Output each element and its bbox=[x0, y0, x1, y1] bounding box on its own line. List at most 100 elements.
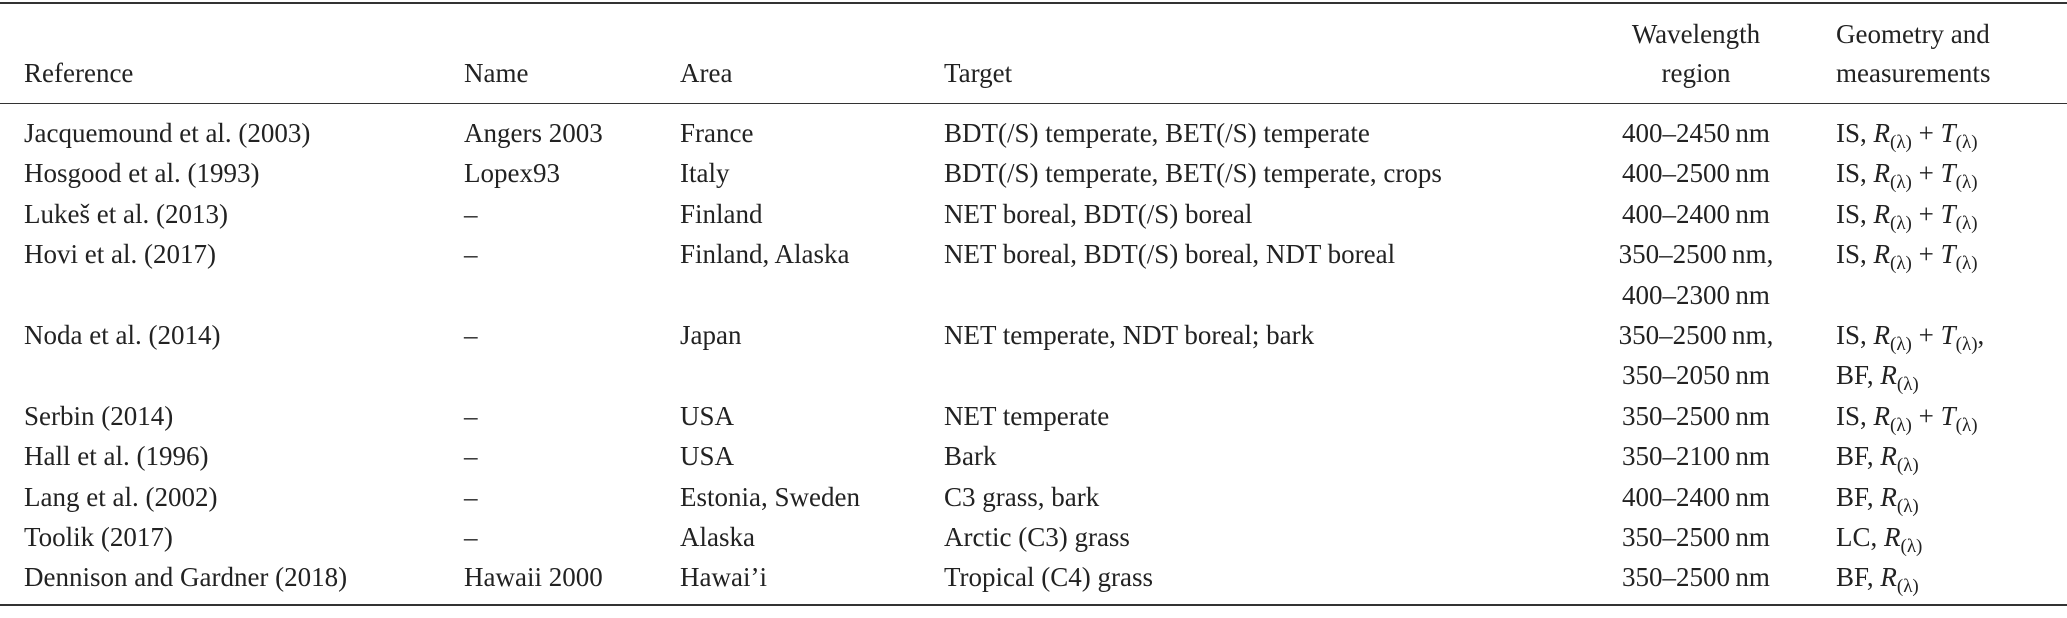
table-row: Noda et al. (2014) – Japan NET temperate, N… bbox=[0, 315, 2067, 396]
table-cell: 350–2500 nm, 400–2300 nm bbox=[1596, 234, 1796, 315]
table-cell: Tropical (C4) grass bbox=[944, 562, 1153, 593]
column-header: Target bbox=[944, 3, 1596, 104]
table-row: Hovi et al. (2017) – Finland, Alaska NET bo… bbox=[0, 234, 2067, 315]
table-cell: BF, R(λ) bbox=[1796, 477, 2067, 517]
table-cell: 400–2400 nm bbox=[1596, 194, 1796, 234]
table-cell: Bark bbox=[944, 441, 997, 472]
table-cell: NET boreal, BDT(/S) boreal, NDT boreal bbox=[944, 239, 1396, 270]
table-cell: – bbox=[464, 522, 478, 553]
table-cell: 400–2500 nm bbox=[1596, 153, 1796, 193]
cell-line: 350–2050 nm bbox=[1622, 360, 1770, 391]
table-cell: BF, R(λ) bbox=[1796, 557, 2067, 604]
table-cell: – bbox=[464, 320, 478, 351]
table-body: Jacquemound et al. (2003) Angers 2003 Fran… bbox=[0, 104, 2067, 605]
cell-line: 400–2300 nm bbox=[1622, 279, 1770, 310]
table-cell: Finland bbox=[680, 198, 763, 229]
table-row: Hosgood et al. (1993) Lopex93 Italy BDT(/S)… bbox=[0, 153, 2067, 193]
cell-line: 350–2500 nm, bbox=[1618, 239, 1774, 270]
table-row: Toolik (2017) – Alaska Arctic (C3) grass 350… bbox=[0, 517, 2067, 557]
table-cell: Arctic (C3) grass bbox=[944, 522, 1130, 553]
cell-line: IS, R(λ) + T(λ), bbox=[1836, 320, 1985, 356]
table-cell: Noda et al. (2014) bbox=[24, 320, 221, 351]
table-cell: Finland, Alaska bbox=[680, 239, 850, 270]
table-cell: NET temperate, NDT boreal; bark bbox=[944, 320, 1315, 351]
cell-line: 400–2400 nm bbox=[1622, 198, 1770, 229]
cell-line: IS, R(λ) + T(λ) bbox=[1836, 198, 1978, 234]
cell-line: measurements bbox=[1836, 58, 1991, 88]
table-cell: 350–2500 nm bbox=[1596, 396, 1796, 436]
table-cell: Toolik (2017) bbox=[24, 522, 173, 553]
table-cell: Dennison and Gardner (2018) bbox=[24, 562, 348, 593]
table-cell: IS, R(λ) + T(λ), BF, R(λ) bbox=[1796, 315, 2067, 396]
table-cell: Alaska bbox=[680, 522, 755, 553]
table-cell: – bbox=[464, 441, 478, 472]
table-row: Lukeš et al. (2013) – Finland NET boreal, B… bbox=[0, 194, 2067, 234]
table-cell: BDT(/S) temperate, BET(/S) temperate, cr… bbox=[944, 158, 1442, 189]
table-cell: LC, R(λ) bbox=[1796, 517, 2067, 557]
column-header: Name bbox=[464, 3, 680, 104]
cell-line: 350–2500 nm bbox=[1622, 562, 1770, 593]
cell-line: Wavelength bbox=[1631, 19, 1761, 49]
table-cell: Hawaii 2000 bbox=[464, 562, 603, 593]
table-cell: Jacquemound et al. (2003) bbox=[24, 118, 311, 148]
table-cell: Lang et al. (2002) bbox=[24, 481, 218, 512]
data-table: Reference Name Area Target Wavelength region G… bbox=[0, 2, 2067, 606]
cell-line: region bbox=[1661, 58, 1731, 88]
table-cell: – bbox=[464, 239, 478, 270]
table-cell: NET temperate bbox=[944, 400, 1110, 431]
cell-line: BF, R(λ) bbox=[1836, 562, 1919, 598]
table-cell: 400–2400 nm bbox=[1596, 477, 1796, 517]
table-cell: Hosgood et al. (1993) bbox=[24, 158, 260, 189]
column-header: Area bbox=[680, 3, 944, 104]
table-row: Dennison and Gardner (2018) Hawaii 2000 Ha… bbox=[0, 557, 2067, 604]
cell-line: LC, R(λ) bbox=[1836, 522, 1923, 558]
table-cell: – bbox=[464, 481, 478, 512]
table-cell: 350–2500 nm, 350–2050 nm bbox=[1596, 315, 1796, 396]
cell-line: 350–2500 nm, bbox=[1618, 320, 1774, 351]
cell-line: BF, R(λ) bbox=[1836, 360, 1919, 396]
table-cell: C3 grass, bark bbox=[944, 481, 1100, 512]
table-cell: IS, R(λ) + T(λ) bbox=[1796, 104, 2067, 154]
table-cell: Angers 2003 bbox=[464, 118, 603, 148]
cell-line: 400–2400 nm bbox=[1622, 481, 1770, 512]
cell-line: Geometry and bbox=[1836, 19, 1990, 49]
table-row: Serbin (2014) – USA NET temperate 350–2500 n… bbox=[0, 396, 2067, 436]
cell-line: IS, R(λ) + T(λ) bbox=[1836, 400, 1978, 436]
table-cell: – bbox=[464, 400, 478, 431]
header-row: Reference Name Area Target Wavelength region G… bbox=[0, 3, 2067, 104]
table-cell: Hall et al. (1996) bbox=[24, 441, 209, 472]
table-cell: IS, R(λ) + T(λ) bbox=[1796, 153, 2067, 193]
table-cell: Lopex93 bbox=[464, 158, 560, 189]
table-cell: 350–2500 nm bbox=[1596, 557, 1796, 604]
table-cell: Estonia, Sweden bbox=[680, 481, 860, 512]
table-cell: USA bbox=[680, 400, 735, 431]
table-cell: – bbox=[464, 198, 478, 229]
table-cell: Lukeš et al. (2013) bbox=[24, 198, 228, 229]
table-cell: USA bbox=[680, 441, 735, 472]
cell-line: BF, R(λ) bbox=[1836, 441, 1919, 477]
table-cell: 400–2450 nm bbox=[1596, 104, 1796, 154]
cell-line: 400–2450 nm bbox=[1622, 118, 1770, 148]
table-cell: NET boreal, BDT(/S) boreal bbox=[944, 198, 1253, 229]
table-cell: Hovi et al. (2017) bbox=[24, 239, 216, 270]
table-cell: France bbox=[680, 118, 754, 148]
cell-line: IS, R(λ) + T(λ) bbox=[1836, 239, 1978, 275]
table-cell: 350–2100 nm bbox=[1596, 436, 1796, 476]
table-cell: BDT(/S) temperate, BET(/S) temperate bbox=[944, 118, 1370, 148]
table-row: Jacquemound et al. (2003) Angers 2003 Fran… bbox=[0, 104, 2067, 154]
table-cell: Hawai’i bbox=[680, 562, 767, 593]
table-row: Lang et al. (2002) – Estonia, Sweden C3 gra… bbox=[0, 477, 2067, 517]
cell-line: 350–2500 nm bbox=[1622, 522, 1770, 553]
cell-line: IS, R(λ) + T(λ) bbox=[1836, 158, 1978, 194]
cell-line: BF, R(λ) bbox=[1836, 481, 1919, 517]
table-cell: IS, R(λ) + T(λ) bbox=[1796, 234, 2067, 315]
table-cell: Italy bbox=[680, 158, 730, 189]
cell-line: 400–2500 nm bbox=[1622, 158, 1770, 189]
cell-line: 350–2100 nm bbox=[1622, 441, 1770, 472]
table-header: Reference Name Area Target Wavelength region G… bbox=[0, 3, 2067, 104]
table-cell: BF, R(λ) bbox=[1796, 436, 2067, 476]
cell-line: IS, R(λ) + T(λ) bbox=[1836, 118, 1978, 153]
column-header: Wavelength region bbox=[1596, 3, 1796, 104]
table-cell: 350–2500 nm bbox=[1596, 517, 1796, 557]
